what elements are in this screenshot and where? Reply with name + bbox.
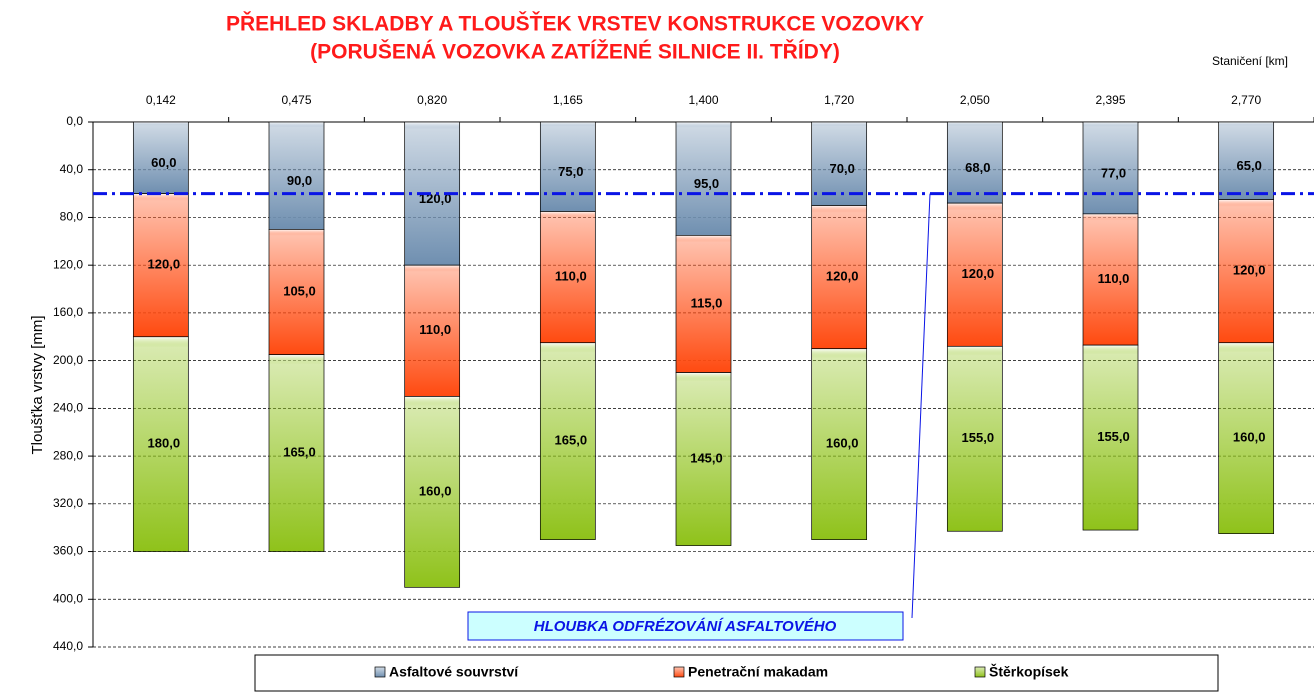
x-tick-label: 1,400 bbox=[688, 93, 718, 107]
bar-segment bbox=[404, 264, 461, 397]
value-label: 160,0 bbox=[419, 483, 452, 498]
y-tick-label: 160,0 bbox=[53, 305, 83, 319]
bar-segment bbox=[1218, 342, 1275, 534]
value-label: 105,0 bbox=[283, 283, 316, 298]
bar-segment bbox=[404, 396, 461, 588]
bar-segment bbox=[675, 121, 732, 236]
value-label: 115,0 bbox=[691, 295, 723, 310]
bar-segment bbox=[132, 336, 189, 552]
x-tick-label: 0,820 bbox=[417, 93, 447, 107]
bar-segment bbox=[1082, 344, 1139, 531]
bar-segment bbox=[132, 121, 189, 194]
value-label: 120,0 bbox=[826, 269, 859, 284]
bar-segment bbox=[946, 202, 1003, 347]
annotation-text: HLOUBKA ODFRÉZOVÁNÍ ASFALTOVÉHO bbox=[534, 618, 837, 635]
bar-segment bbox=[1082, 213, 1139, 346]
bar-segment bbox=[811, 121, 868, 206]
bar-segment bbox=[268, 229, 325, 356]
value-label: 65,0 bbox=[1237, 158, 1262, 173]
value-label: 60,0 bbox=[151, 155, 176, 170]
y-tick-label: 80,0 bbox=[60, 210, 84, 224]
bar-segment bbox=[675, 235, 732, 373]
chart-title: PŘEHLED SKLADBY A TLOUŠŤEK VRSTEV KONSTR… bbox=[226, 12, 924, 36]
y-tick-label: 120,0 bbox=[53, 257, 83, 271]
y-tick-label: 240,0 bbox=[53, 401, 83, 415]
bar-segment bbox=[946, 345, 1003, 532]
y-tick-label: 40,0 bbox=[60, 162, 84, 176]
value-label: 70,0 bbox=[830, 161, 855, 176]
y-tick-label: 440,0 bbox=[53, 639, 83, 653]
x-tick-label: 0,475 bbox=[281, 93, 311, 107]
legend-label: Štěrkopísek bbox=[989, 663, 1069, 680]
chart-subtitle: (PORUŠENÁ VOZOVKA ZATÍŽENÉ SILNICE II. T… bbox=[310, 40, 840, 64]
bar-segment bbox=[1082, 121, 1139, 215]
value-label: 155,0 bbox=[962, 430, 995, 445]
legend-swatch bbox=[374, 666, 386, 678]
legend-label: Asfaltové souvrství bbox=[389, 664, 519, 680]
y-axis-title: Tloušťka vrstvy [mm] bbox=[29, 316, 46, 455]
bar-segment bbox=[268, 354, 325, 552]
y-tick-label: 320,0 bbox=[53, 496, 83, 510]
value-label: 110,0 bbox=[1098, 271, 1130, 286]
value-label: 165,0 bbox=[555, 433, 588, 448]
value-label: 160,0 bbox=[1233, 430, 1266, 445]
x-tick-label: 1,720 bbox=[824, 93, 854, 107]
x-axis-title: Staničení [km] bbox=[1212, 54, 1288, 68]
x-tick-label: 2,395 bbox=[1095, 93, 1125, 107]
value-label: 75,0 bbox=[558, 164, 583, 179]
bar-segment bbox=[811, 348, 868, 540]
value-label: 120,0 bbox=[1233, 263, 1266, 278]
value-label: 165,0 bbox=[283, 445, 316, 460]
legend-swatch bbox=[673, 666, 685, 678]
value-label: 145,0 bbox=[690, 451, 723, 466]
value-label: 95,0 bbox=[694, 176, 719, 191]
bar-segment bbox=[539, 342, 596, 540]
value-label: 77,0 bbox=[1101, 165, 1126, 180]
legend-swatch bbox=[974, 666, 986, 678]
bar-segment bbox=[539, 211, 596, 344]
y-tick-label: 360,0 bbox=[53, 544, 83, 558]
value-label: 120,0 bbox=[148, 257, 181, 272]
bar-segment bbox=[946, 121, 1003, 204]
y-tick-label: 200,0 bbox=[53, 353, 83, 367]
value-label: 110,0 bbox=[555, 269, 587, 284]
value-label: 110,0 bbox=[419, 322, 451, 337]
value-label: 120,0 bbox=[962, 266, 995, 281]
legend-box bbox=[254, 654, 1219, 692]
bar-segment bbox=[675, 372, 732, 546]
annotation-box bbox=[467, 611, 904, 641]
value-label: 90,0 bbox=[287, 173, 312, 188]
legend-label: Penetrační makadam bbox=[688, 664, 828, 680]
value-label: 68,0 bbox=[965, 160, 990, 175]
y-tick-label: 280,0 bbox=[53, 448, 83, 462]
y-tick-label: 0,0 bbox=[66, 114, 83, 128]
x-tick-label: 2,050 bbox=[960, 93, 990, 107]
x-tick-label: 2,770 bbox=[1231, 93, 1261, 107]
bar-segment bbox=[132, 193, 189, 338]
y-tick-label: 400,0 bbox=[53, 591, 83, 605]
x-tick-label: 0,142 bbox=[146, 93, 176, 107]
x-tick-label: 1,165 bbox=[553, 93, 583, 107]
value-label: 180,0 bbox=[148, 436, 181, 451]
value-label: 155,0 bbox=[1097, 429, 1130, 444]
value-label: 160,0 bbox=[826, 436, 859, 451]
bar-segment bbox=[811, 205, 868, 350]
annotation-leader bbox=[911, 193, 931, 619]
